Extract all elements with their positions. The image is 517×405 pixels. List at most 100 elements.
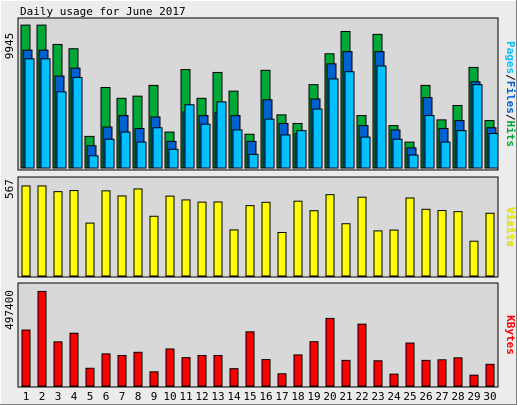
day-label: 10 (163, 390, 176, 403)
visits-bar (213, 201, 223, 277)
pages-bar (312, 108, 323, 169)
day-label: 13 (211, 390, 224, 403)
visits-legend-label: Visits (504, 207, 517, 247)
kbytes-bar (21, 329, 31, 387)
pages-bar (24, 58, 35, 169)
kbytes-axis-max-label: 497400 (3, 290, 16, 330)
pages-bar (104, 138, 115, 169)
kbytes-bar (181, 357, 191, 387)
pages-bar (264, 118, 275, 169)
kbytes-bar (197, 354, 207, 387)
kbytes-bar (389, 373, 399, 387)
kbytes-legend-text: KBytes (504, 315, 517, 355)
day-label: 17 (275, 390, 288, 403)
visits-bar (373, 230, 383, 277)
pages-bar (136, 141, 147, 169)
day-label: 27 (435, 390, 448, 403)
pages-bar (328, 78, 339, 169)
visits-bar (149, 215, 159, 277)
pages-bar (424, 115, 435, 169)
day-label: 7 (119, 390, 126, 403)
kbytes-bar (245, 331, 255, 387)
visits-bar (101, 190, 111, 277)
visits-bar (117, 195, 127, 277)
pages-bar (184, 104, 195, 169)
visits-bar (229, 229, 239, 277)
legend-part: Pages (504, 41, 517, 74)
visits-bar (453, 211, 463, 277)
day-label: 16 (259, 390, 272, 403)
kbytes-bar (117, 354, 127, 387)
kbytes-bar (101, 353, 111, 387)
visits-bar (389, 229, 399, 277)
kbytes-bar (293, 354, 303, 387)
visits-bar (165, 195, 175, 277)
day-label: 18 (291, 390, 304, 403)
visits-bar (197, 201, 207, 277)
kbytes-bar (277, 373, 287, 387)
day-label: 20 (323, 390, 336, 403)
visits-bar (357, 196, 367, 277)
pages-bar (200, 123, 211, 169)
day-label: 24 (387, 390, 401, 403)
day-label: 9 (151, 390, 158, 403)
pages-bar (152, 127, 163, 169)
legend-part: Hits (504, 121, 517, 148)
visits-axis-max-label: 567 (3, 179, 16, 199)
svg-text:Pages/Files/Hits: Pages/Files/Hits (504, 41, 517, 147)
day-label: 8 (135, 390, 142, 403)
kbytes-bar (453, 357, 463, 387)
kbytes-bar (69, 332, 79, 387)
visits-bar (37, 185, 47, 277)
kbytes-bar (341, 359, 351, 387)
pages-bar (168, 148, 179, 169)
day-label: 21 (339, 390, 352, 403)
visits-bar (437, 210, 447, 277)
hits-panel (17, 17, 499, 171)
pages-bar (456, 130, 467, 169)
kbytes-bar (325, 317, 335, 387)
kbytes-legend-label: KBytes (504, 315, 517, 355)
pages-bar (88, 155, 99, 169)
pages-bar (216, 101, 227, 169)
pages-bar (360, 136, 371, 169)
kbytes-bar (85, 367, 95, 387)
visits-legend-text: Visits (504, 207, 517, 247)
pages-bar (408, 154, 419, 169)
day-label: 4 (71, 390, 78, 403)
pages-bar (280, 134, 291, 169)
kbytes-bar (373, 360, 383, 387)
visits-bar (341, 223, 351, 277)
kbytes-bar (37, 290, 47, 387)
visits-bar (21, 185, 31, 277)
day-label: 2 (39, 390, 46, 403)
pages-bar (488, 133, 499, 169)
pages-bar (440, 141, 451, 169)
hits-legend-label: Pages/Files/Hits (504, 41, 517, 147)
kbytes-panel (17, 282, 499, 388)
kbytes-bar (485, 363, 495, 387)
chart-title: Daily usage for June 2017 (20, 5, 186, 18)
visits-bar (261, 201, 271, 277)
kbytes-bar (133, 351, 143, 387)
day-label: 29 (467, 390, 480, 403)
pages-bar (40, 58, 51, 169)
visits-bar (469, 240, 479, 277)
visits-bar (485, 212, 495, 277)
day-label: 3 (55, 390, 62, 403)
visits-bar (69, 190, 79, 277)
pages-bar (120, 131, 131, 169)
day-label: 5 (87, 390, 94, 403)
visits-bar (421, 208, 431, 277)
kbytes-bar (437, 359, 447, 387)
day-label: 11 (179, 390, 192, 403)
kbytes-bar (229, 368, 239, 387)
visits-panel (17, 176, 499, 278)
visits-bar (325, 194, 335, 277)
day-label: 15 (243, 390, 256, 403)
pages-bar (72, 76, 83, 169)
pages-bar (232, 129, 243, 169)
visits-bar (53, 191, 63, 277)
day-label: 26 (419, 390, 432, 403)
